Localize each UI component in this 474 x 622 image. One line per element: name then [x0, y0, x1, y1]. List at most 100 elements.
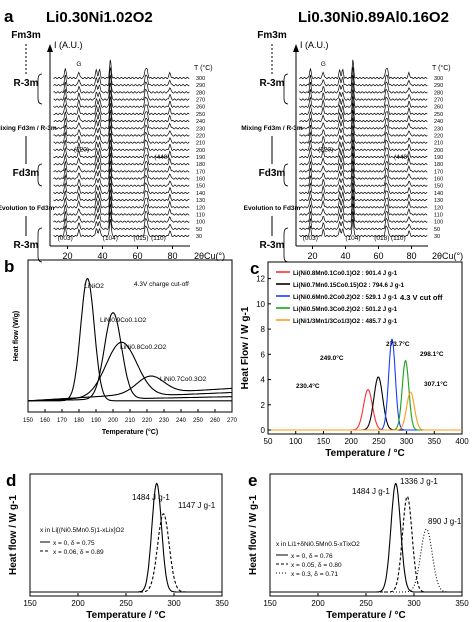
- x-tick-label: 160: [40, 418, 51, 424]
- phase-label: Fm3m: [11, 30, 41, 41]
- xrd-trace-260: [53, 89, 190, 108]
- temp-label-210: 210: [434, 141, 443, 147]
- x-tick-label: 350: [428, 437, 442, 446]
- temp-label-300: 300: [196, 76, 205, 82]
- temp-label-160: 160: [434, 177, 443, 183]
- xrd-trace-250: [299, 96, 428, 116]
- xrd-trace-140: [53, 176, 190, 195]
- dsc-series-3: [27, 375, 232, 402]
- peak-label: (015): [133, 235, 148, 242]
- peak-label: (110): [151, 235, 166, 242]
- temp-label-230: 230: [196, 126, 205, 132]
- x-tick-label: 170: [57, 418, 68, 424]
- x-tick-label: 270: [227, 418, 238, 424]
- dsc-series-1: [270, 495, 462, 593]
- legend-entry: Li(Ni0.7Mn0.15Co0.15)O2 : 794.6 J g-1: [293, 282, 405, 289]
- x-tick-label: 80: [167, 251, 177, 261]
- peak-label: 307.1°C: [424, 380, 448, 388]
- dsc-series-0: [30, 482, 222, 593]
- temp-label-110: 110: [434, 212, 443, 218]
- panel-a-letter: a: [4, 7, 14, 26]
- x-tick-label: 400: [455, 437, 469, 446]
- xrd-trace-160: [299, 160, 428, 180]
- y-axis-label: I (A.U.): [54, 40, 83, 50]
- peak-label: G: [76, 61, 81, 68]
- panel-b: b 150 160 170 180 190 200 210 220 230 240 250 260 270…: [4, 257, 238, 436]
- series-label: LiNi0.7Co0.3O2: [160, 376, 207, 383]
- xrd-trace-120: [53, 189, 190, 209]
- xrd-trace-140: [299, 176, 428, 195]
- temp-label-50: 50: [434, 227, 440, 233]
- legend-title: x in Li1+δNi0.5Mn0.5-xTixO2: [276, 541, 360, 548]
- y-axis-arrow: [47, 44, 53, 52]
- peak-label: 1484 J g-1: [132, 493, 170, 502]
- peak-label: (440): [154, 154, 169, 161]
- x-axis-label: Temperature / °C: [326, 610, 405, 621]
- temp-label-100: 100: [196, 220, 205, 226]
- peak-label: 230.4°C: [296, 382, 320, 390]
- annotation: 4.3 V cut off: [400, 293, 443, 302]
- temp-label-220: 220: [434, 133, 443, 139]
- x-tick-label: 200: [311, 599, 325, 608]
- x-tick-label: 300: [167, 599, 181, 608]
- phase-label: Fm3m: [257, 30, 287, 41]
- xrd-trace-270: [53, 82, 190, 101]
- phase-label: Mixing Fd3m / R-3m: [241, 125, 303, 132]
- panel-a-right-title: Li0.30Ni0.89Al0.16O2: [298, 9, 449, 26]
- temp-label-190: 190: [196, 155, 205, 161]
- temp-label-190: 190: [434, 155, 443, 161]
- series-label: LiNi0.9Co0.1O2: [100, 317, 147, 324]
- x-tick-label: 300: [400, 437, 414, 446]
- phase-label: R-3m: [259, 78, 284, 89]
- phase-label: R-3m: [259, 240, 284, 251]
- peak-label: 1147 J g-1: [178, 501, 216, 510]
- temp-label-240: 240: [434, 119, 443, 125]
- xrd-trace-120: [299, 189, 428, 209]
- y-axis-label: Heat flow (W/g): [13, 311, 20, 362]
- phase-bracket: [283, 163, 289, 187]
- legend-entry: x = 0.06, δ = 0.89: [53, 549, 104, 556]
- legend-entry: x = 0.3, δ = 0.71: [291, 571, 338, 578]
- panel-letter: e: [248, 471, 257, 490]
- xrd-trace-290: [299, 67, 428, 87]
- x-tick-label: 250: [359, 599, 373, 608]
- xrd-trace-260: [299, 89, 428, 108]
- xrd-trace-200: [53, 132, 190, 151]
- x-tick-label: 250: [119, 599, 133, 608]
- temp-label-140: 140: [196, 191, 205, 197]
- peak-label: (440): [394, 154, 409, 161]
- temp-label-280: 280: [196, 90, 205, 96]
- x-tick-label: 210: [125, 418, 136, 424]
- phase-label: Evolution to Fd3m: [244, 205, 301, 212]
- xrd-trace-110: [299, 196, 428, 216]
- x-tick-label: 60: [373, 251, 383, 261]
- phase-label: R-3m: [13, 240, 38, 251]
- xrd-trace-230: [53, 109, 190, 130]
- xrd-trace-300: [299, 59, 428, 80]
- dsc-series-0: [268, 388, 462, 431]
- legend-entry: Li(Ni0.5Mn0.3Co0.2)O2 : 501.2 J g-1: [293, 306, 398, 313]
- xrd-trace-210: [53, 125, 190, 144]
- temp-label-220: 220: [196, 133, 205, 139]
- dsc-series-0: [28, 277, 232, 402]
- legend-entry: Li(Ni0.8Mn0.1Co0.1)O2 : 901.4 J g-1: [293, 270, 398, 277]
- temp-label-140: 140: [434, 191, 443, 197]
- x-tick-label: 150: [23, 599, 37, 608]
- peak-label: (220): [318, 146, 333, 153]
- y-tick-label: 2: [261, 401, 266, 410]
- temp-label-290: 290: [434, 83, 443, 89]
- xrd-trace-150: [53, 168, 190, 187]
- temp-label-150: 150: [196, 184, 205, 190]
- xrd-trace-220: [299, 117, 428, 137]
- y-tick-label: 8: [261, 325, 266, 334]
- legend-entry: Li(Ni1/3Mn1/3Co1/3)O2 : 485.7 J g-1: [293, 318, 398, 325]
- x-axis-label: Temperature / °C: [86, 610, 165, 621]
- peak-label: 273.7°C: [386, 340, 410, 348]
- xrd-trace-200: [299, 132, 428, 151]
- peak-label: 1336 J g-1: [400, 477, 438, 486]
- temp-label-150: 150: [434, 184, 443, 190]
- temp-label-280: 280: [434, 90, 443, 96]
- x-tick-label: 350: [215, 599, 229, 608]
- xrd-trace-280: [299, 74, 428, 94]
